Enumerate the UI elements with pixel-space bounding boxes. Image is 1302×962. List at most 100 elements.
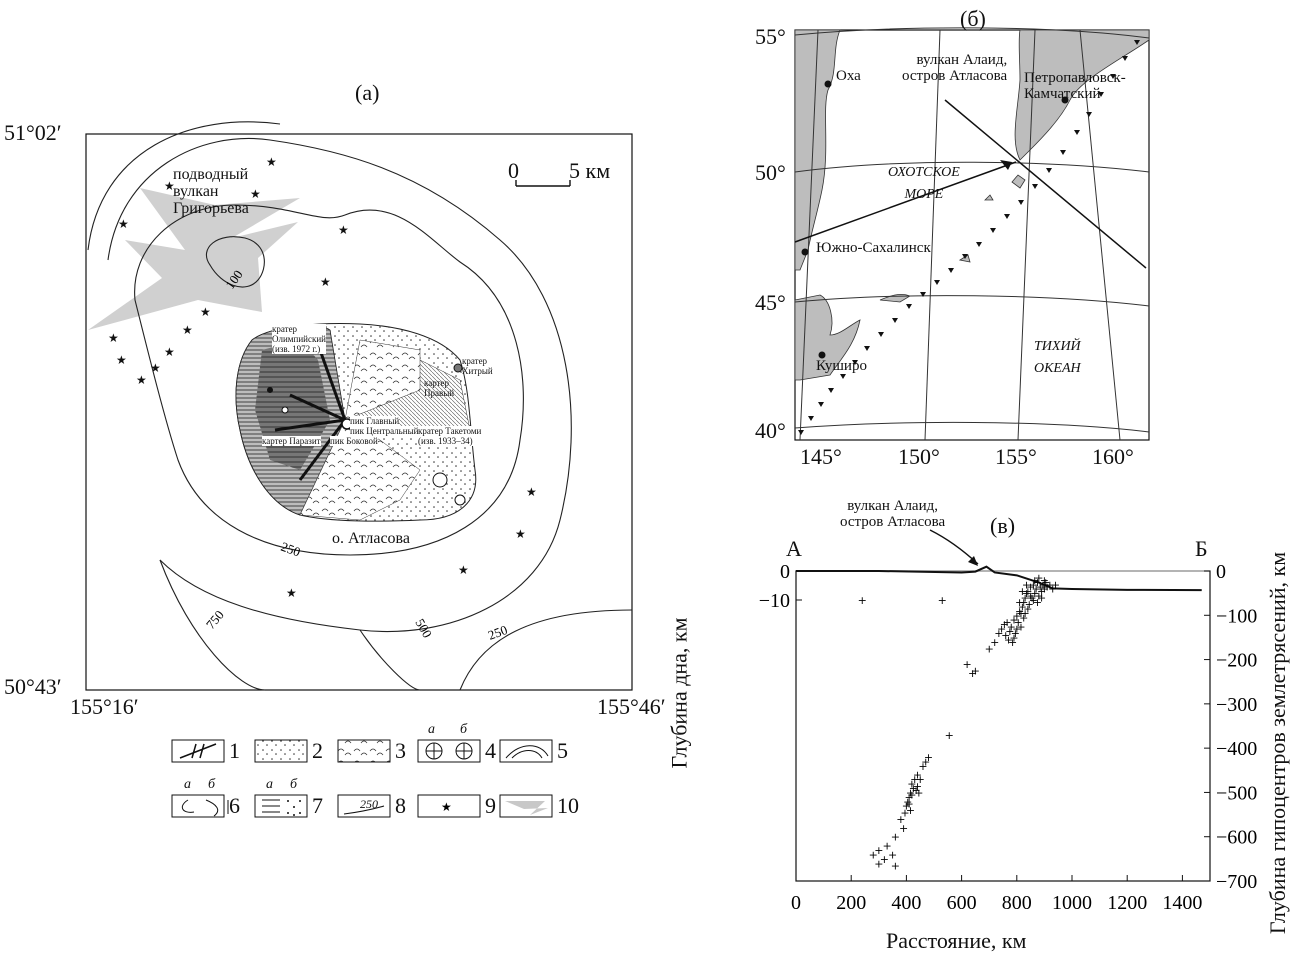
contour-label-750: 750 (203, 607, 227, 632)
y-tick-label-left: 0 (780, 561, 790, 583)
hypocenter-point: + (1023, 585, 1032, 598)
legend-7b: б (290, 777, 298, 792)
x-tick-label: 1200 (1107, 892, 1147, 914)
peak-bokovoy-label: пик Боковой (330, 436, 378, 446)
hypocenter-point: + (1032, 583, 1041, 596)
hypocenter-point: + (1030, 574, 1039, 587)
hypocenter-point: + (1030, 587, 1039, 600)
svg-text:★: ★ (200, 305, 211, 319)
lon-left: 155°16′ (70, 694, 139, 719)
hypocenter-point: + (909, 782, 918, 795)
hypocenter-point: + (1023, 603, 1032, 616)
y-tick-label-right: 0 (1216, 561, 1226, 583)
svg-text:★: ★ (458, 563, 469, 577)
hypocenter-point: + (880, 853, 889, 866)
lon-160: 160° (1092, 444, 1134, 469)
hypocenter-point: + (971, 665, 980, 678)
contour-label-250: 250 (279, 539, 302, 560)
scale-bar (515, 180, 571, 187)
hypocenter-point: + (1037, 592, 1046, 605)
hypocenter-point: + (1015, 596, 1024, 609)
x-tick-label: 200 (836, 892, 866, 914)
profile-lines (794, 99, 1147, 269)
volcano-arrow (929, 529, 979, 565)
hypocenter-point: + (906, 786, 915, 799)
hypocenter-point: + (1008, 636, 1017, 649)
hypocenter-point: + (1034, 589, 1043, 602)
hypocenter-point: + (891, 860, 900, 873)
hypocenter-point: + (911, 784, 920, 797)
hypocenter-point: + (1012, 623, 1021, 636)
legend-2: 2 (312, 738, 323, 763)
hypocenter-point: + (907, 789, 916, 802)
lat-50: 50° (755, 160, 786, 185)
legend-9: 9 (485, 793, 496, 818)
hypocenter-point: + (914, 786, 923, 799)
svg-text:★: ★ (515, 527, 526, 541)
y-tick-label-right: −400 (1216, 738, 1257, 760)
svg-text:★: ★ (286, 586, 297, 600)
contour-750top (87, 121, 281, 251)
crater-pravy-label: картер Правый (424, 378, 455, 398)
hypocenter-point: + (906, 804, 915, 817)
hypocenter-point: + (899, 822, 908, 835)
hypocenter-point: + (1033, 576, 1042, 589)
island-label: о. Атласова (332, 530, 410, 547)
hypocenter-point: + (963, 658, 972, 671)
hypocenter-point: + (990, 636, 999, 649)
kamchatka (1014, 29, 1150, 161)
lon-150: 150° (898, 444, 940, 469)
y-tick-label-right: −100 (1216, 605, 1257, 627)
crater-taketomi-label: кратер Такетоми (изв. 1933–34) (418, 426, 482, 446)
yuzhno-label: Южно-Сахалинск (816, 240, 931, 256)
alaid-map-label: вулкан Алаид, остров Атласова (902, 52, 1008, 84)
hypocenter-point: + (1020, 592, 1029, 605)
lat-45: 45° (755, 290, 786, 315)
hypocenter-point: + (1040, 583, 1049, 596)
hypocenter-point: + (891, 831, 900, 844)
hypocenter-point: + (1025, 598, 1034, 611)
hypocenter-point: + (1009, 631, 1018, 644)
hypocenter-point: + (905, 791, 914, 804)
peak-glavny-label: пик Главный (350, 416, 400, 426)
legend-4: 4 (485, 738, 496, 763)
hypocenter-point: + (1009, 614, 1018, 627)
peak-centralny-label: пик Центральный (350, 426, 419, 436)
y-tick-label-right: −200 (1216, 650, 1257, 672)
svg-text:★: ★ (266, 155, 277, 169)
legend-6a: а (184, 777, 191, 792)
hypocenter-chart: 0 200 400 600 800 1000 1200 14000−100−200−300−4… (759, 529, 1257, 914)
hypocenter-point: + (916, 773, 925, 786)
hypocenter-point: + (1022, 587, 1031, 600)
atlasov-island (235, 323, 477, 522)
trench-triangles (798, 40, 1140, 435)
legend-5: 5 (557, 738, 568, 763)
hypocenter-point: + (882, 840, 891, 853)
alaid-profile-label: вулкан Алаид, остров Атласова (840, 498, 946, 530)
hypocenter-point: + (1048, 583, 1057, 596)
sakhalin (794, 29, 841, 271)
y-axis-right-title: Глубина гипоцентров землетрясений, км (1265, 551, 1290, 935)
y-axis-left-title: Глубина дна, км (666, 617, 692, 769)
hypocenter-point: + (918, 760, 927, 773)
hypocenter-point: + (1037, 585, 1046, 598)
point-a: А (786, 536, 802, 561)
hypocenter-point: + (1005, 625, 1014, 638)
pacific-label: ТИХИЙ ОКЕАН (1034, 339, 1081, 376)
volcano-arrow-head (968, 556, 978, 566)
x-tick-label: 800 (1002, 892, 1032, 914)
grigoriev-volcano-shape (88, 188, 300, 330)
lon-right: 155°46′ (597, 694, 666, 719)
legend-10: 10 (557, 793, 579, 818)
y-tick-label-right: −600 (1216, 827, 1257, 849)
y-tick-label-right: −700 (1216, 871, 1257, 893)
hypocenter-point: + (1019, 596, 1028, 609)
svg-text:★: ★ (320, 275, 331, 289)
hypocenter-point: + (1014, 616, 1023, 629)
hypocenter-point: + (905, 798, 914, 811)
hypocenter-point: + (1036, 581, 1045, 594)
x-tick-label: 1400 (1162, 892, 1202, 914)
svg-text:★: ★ (250, 187, 261, 201)
petropavlovsk-label: Петропавловск- Камчатский (1024, 70, 1126, 102)
